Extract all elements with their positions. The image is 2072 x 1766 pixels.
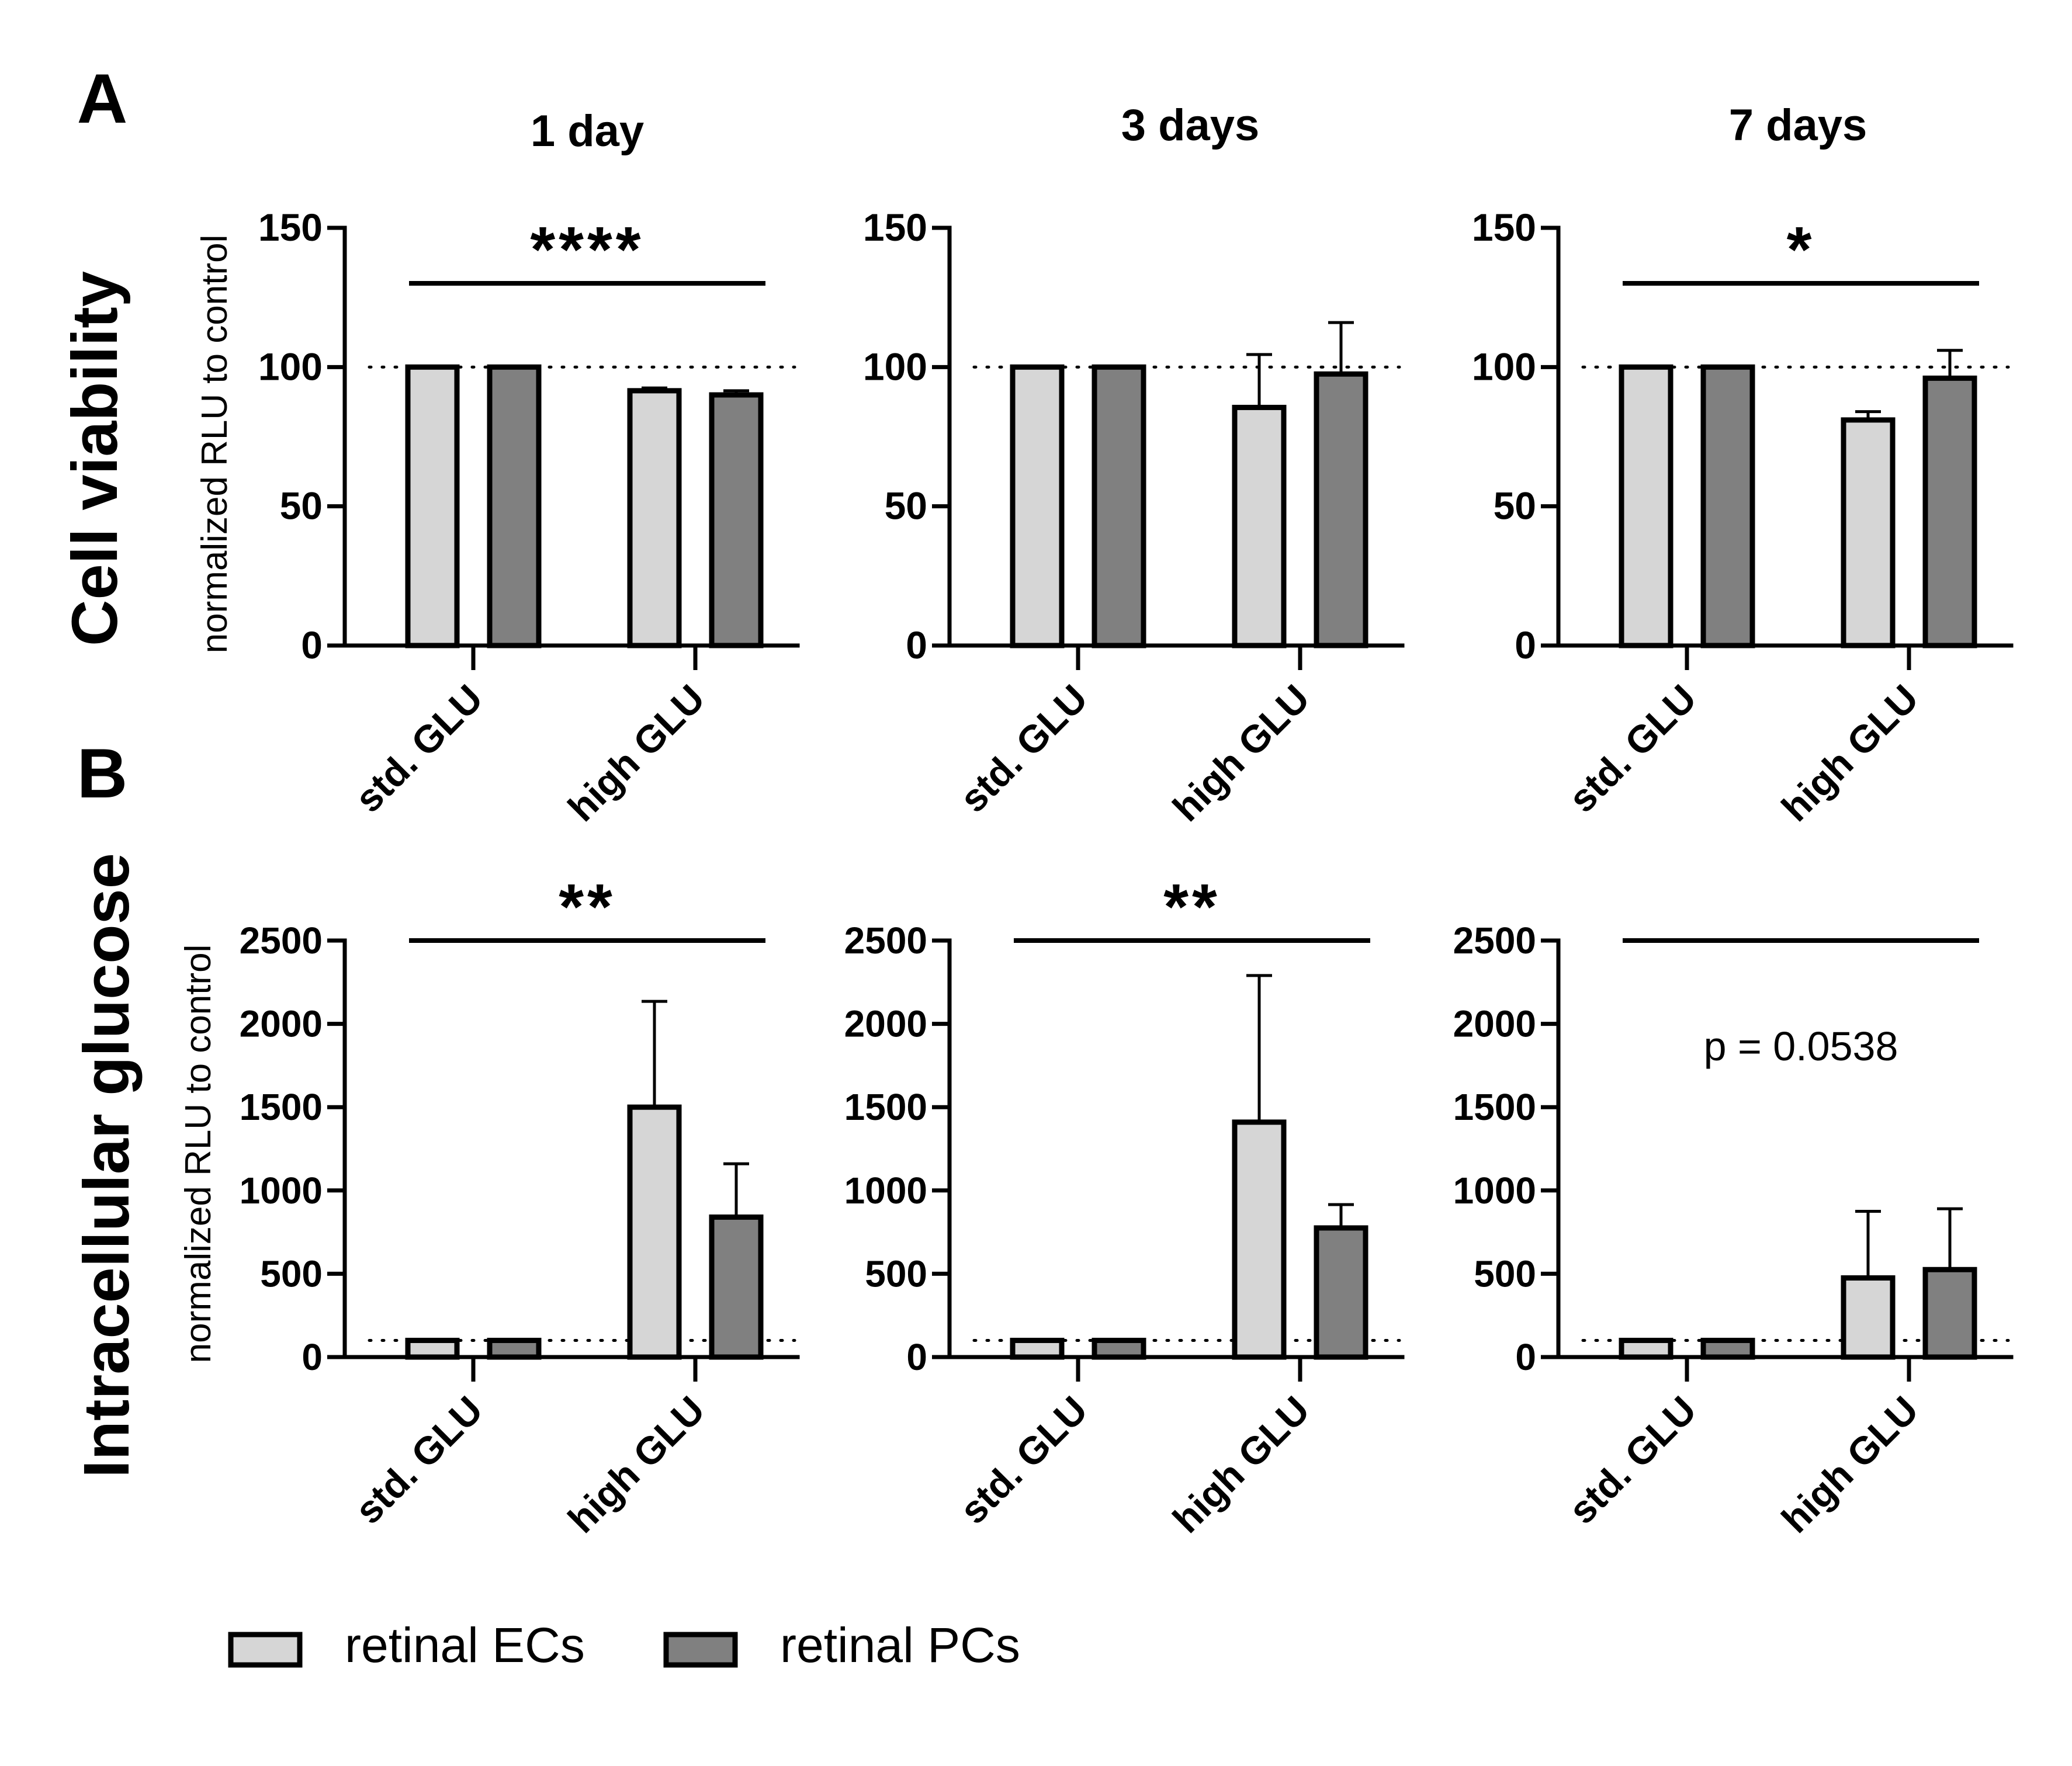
bar [1922,1267,1977,1360]
y-tick-label: 0 [906,623,927,667]
y-tick-label: 0 [1515,623,1536,667]
column-title-1-day: 1 day [531,106,644,156]
bar [1314,1225,1368,1360]
row-title-b: Intracellular glucose [71,853,143,1478]
legend-label-pcs: retinal PCs [780,1618,1020,1673]
chart-panel: 0 500 1000 1500 2000 2500 std. GLU high GLU ** [844,871,1405,1541]
x-tick-label: high GLU [560,1388,713,1541]
y-tick-label: 1500 [844,1086,927,1128]
column-title-3-days: 3 days [1121,100,1260,150]
chart-panel: 0 500 1000 1500 2000 2500 std. GLU high GLU ** [240,871,800,1541]
significance-annotation: * [1787,214,1815,286]
y-tick-label: 150 [258,206,323,249]
y-tick-label: 0 [906,1336,927,1378]
bar [1619,1337,1673,1360]
bar [709,392,764,648]
y-axis-label-a: normalized RLU to control [195,235,235,654]
chart-panel: 0 500 1000 1500 2000 2500 std. GLU high GLU p = … [1453,920,2014,1541]
y-axis-label-b: normalized RLU to control [178,945,219,1363]
bar [1700,1337,1755,1360]
y-tick-label: 1000 [240,1170,323,1212]
bar [627,1104,682,1360]
y-tick-label: 1000 [1453,1170,1536,1212]
bar [1619,364,1673,648]
y-tick-label: 500 [260,1252,323,1295]
x-tick-label: std. GLU [1560,1388,1704,1532]
chart-panel: 0 50 100 150 std. GLU high GLU **** [258,206,800,830]
legend: retinal ECs retinal PCs [228,1618,1020,1673]
bar [1841,1275,1896,1360]
y-tick-label: 2500 [240,920,323,962]
y-tick-label: 2500 [1453,920,1536,962]
y-tick-label: 1500 [240,1086,323,1128]
bar [487,364,542,648]
bar [405,1337,460,1360]
significance-annotation: ** [559,871,616,943]
x-tick-label: std. GLU [1560,676,1704,821]
bar [1010,364,1065,648]
y-tick-label: 100 [1472,345,1536,388]
x-tick-label: std. GLU [347,1388,491,1532]
y-tick-label: 100 [863,345,927,388]
chart-panel: 0 50 100 150 std. GLU high GLU * [1472,206,2014,830]
x-tick-label: high GLU [1773,1388,1927,1541]
panel-label-a: A [77,60,128,138]
bar [405,364,460,648]
bar [1232,404,1287,648]
y-tick-label: 0 [1515,1336,1536,1378]
y-tick-label: 150 [1472,206,1536,249]
x-tick-label: std. GLU [951,1388,1096,1532]
bar [709,1214,764,1360]
legend-swatch-ecs [228,1632,303,1668]
panel-label-b: B [77,734,128,813]
y-tick-label: 2500 [844,920,927,962]
x-tick-label: std. GLU [951,676,1096,821]
x-tick-label: high GLU [1773,676,1927,830]
y-tick-label: 1500 [1453,1086,1536,1128]
bar [1092,1337,1146,1360]
labels-layer: A B Cell viability Intracellular glucose… [59,60,1867,1478]
y-tick-label: 150 [863,206,927,249]
bar [1010,1337,1065,1360]
y-tick-label: 1000 [844,1170,927,1212]
y-tick-label: 50 [885,484,927,528]
legend-swatch-pcs [663,1632,738,1668]
y-tick-label: 2000 [844,1003,927,1045]
x-tick-label: high GLU [1165,676,1318,830]
x-tick-label: high GLU [560,676,713,830]
y-tick-label: 100 [258,345,323,388]
y-tick-label: 50 [1494,484,1536,528]
bar [1232,1119,1287,1360]
significance-annotation: **** [530,214,644,286]
row-title-a: Cell viability [59,271,131,646]
x-tick-label: high GLU [1165,1388,1318,1541]
y-tick-label: 500 [1474,1252,1536,1295]
bar [1314,371,1368,648]
bar [1841,417,1896,648]
x-tick-label: std. GLU [347,676,491,821]
chart-panel: 0 50 100 150 std. GLU high GLU [863,206,1405,830]
bar [627,388,682,648]
bar [1700,364,1755,648]
y-tick-label: 2000 [1453,1003,1536,1045]
y-tick-label: 500 [865,1252,927,1295]
y-tick-label: 0 [301,623,323,667]
bar [1092,364,1146,648]
legend-label-ecs: retinal ECs [345,1618,585,1673]
significance-annotation: p = 0.0538 [1704,1023,1898,1069]
y-tick-label: 50 [280,484,323,528]
bar [487,1337,542,1360]
significance-annotation: ** [1163,871,1221,943]
bar [1922,375,1977,648]
column-title-7-days: 7 days [1729,100,1867,150]
y-tick-label: 0 [302,1336,323,1378]
y-tick-label: 2000 [240,1003,323,1045]
